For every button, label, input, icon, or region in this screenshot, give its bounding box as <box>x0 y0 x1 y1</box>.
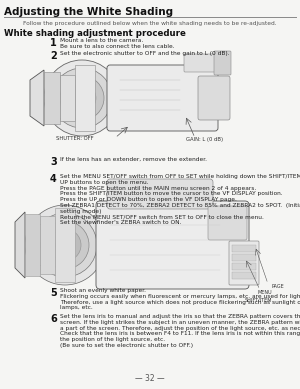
Bar <box>55 208 75 282</box>
Circle shape <box>49 229 81 261</box>
Text: PAGE: PAGE <box>272 284 285 289</box>
Circle shape <box>44 60 120 136</box>
FancyBboxPatch shape <box>75 65 95 131</box>
Circle shape <box>56 236 74 254</box>
Circle shape <box>52 68 112 128</box>
Text: 4: 4 <box>50 174 57 184</box>
Text: Set the MENU SET/OFF switch from OFF to SET while holding down the SHIFT/ITEM an: Set the MENU SET/OFF switch from OFF to … <box>60 174 300 225</box>
Circle shape <box>60 76 104 120</box>
Text: Adjusting the White Shading: Adjusting the White Shading <box>4 7 173 17</box>
Bar <box>232 245 256 252</box>
Circle shape <box>33 213 97 277</box>
Circle shape <box>68 84 96 112</box>
Text: GAIN: L (0 dB): GAIN: L (0 dB) <box>186 137 224 142</box>
Text: Follow the procedure outlined below when the white shading needs to be re-adjust: Follow the procedure outlined below when… <box>23 21 277 26</box>
Text: 2: 2 <box>50 51 57 61</box>
Bar <box>40 216 55 274</box>
Text: White shading adjustment procedure: White shading adjustment procedure <box>4 29 186 38</box>
Polygon shape <box>30 70 44 126</box>
FancyBboxPatch shape <box>214 51 231 75</box>
Polygon shape <box>15 212 25 278</box>
Bar <box>25 214 40 276</box>
Circle shape <box>41 221 89 269</box>
FancyBboxPatch shape <box>184 54 224 72</box>
FancyBboxPatch shape <box>208 206 247 240</box>
Text: — 32 —: — 32 — <box>135 374 165 383</box>
Text: Set the electronic shutter to OFF and the gain to L (0 dB).: Set the electronic shutter to OFF and th… <box>60 51 229 56</box>
Bar <box>232 263 256 270</box>
Text: 6: 6 <box>50 314 57 324</box>
Text: SHUTTER: OFF: SHUTTER: OFF <box>56 136 94 141</box>
Text: Mount a lens to the camera.
Be sure to also connect the lens cable.: Mount a lens to the camera. Be sure to a… <box>60 38 175 49</box>
Text: Shoot an evenly white paper.
Flickering occurs easily when fluorescent or mercur: Shoot an evenly white paper. Flickering … <box>60 288 300 310</box>
Circle shape <box>25 205 105 285</box>
FancyBboxPatch shape <box>96 201 249 289</box>
Text: SHIFT/ITEM: SHIFT/ITEM <box>244 297 272 302</box>
Text: 5: 5 <box>50 288 57 298</box>
Bar <box>232 254 256 261</box>
Circle shape <box>74 90 90 106</box>
Bar <box>232 272 256 279</box>
Text: MENU: MENU <box>258 290 273 295</box>
FancyBboxPatch shape <box>107 65 218 131</box>
Text: 1: 1 <box>50 38 57 48</box>
FancyBboxPatch shape <box>229 241 259 285</box>
Text: If the lens has an extender, remove the extender.: If the lens has an extender, remove the … <box>60 157 207 162</box>
Text: Set the lens iris to manual and adjust the iris so that the ZEBRA pattern covers: Set the lens iris to manual and adjust t… <box>60 314 300 348</box>
Text: 3: 3 <box>50 157 57 167</box>
FancyBboxPatch shape <box>107 179 213 209</box>
FancyBboxPatch shape <box>198 76 230 120</box>
FancyBboxPatch shape <box>44 72 60 124</box>
FancyBboxPatch shape <box>60 75 75 121</box>
